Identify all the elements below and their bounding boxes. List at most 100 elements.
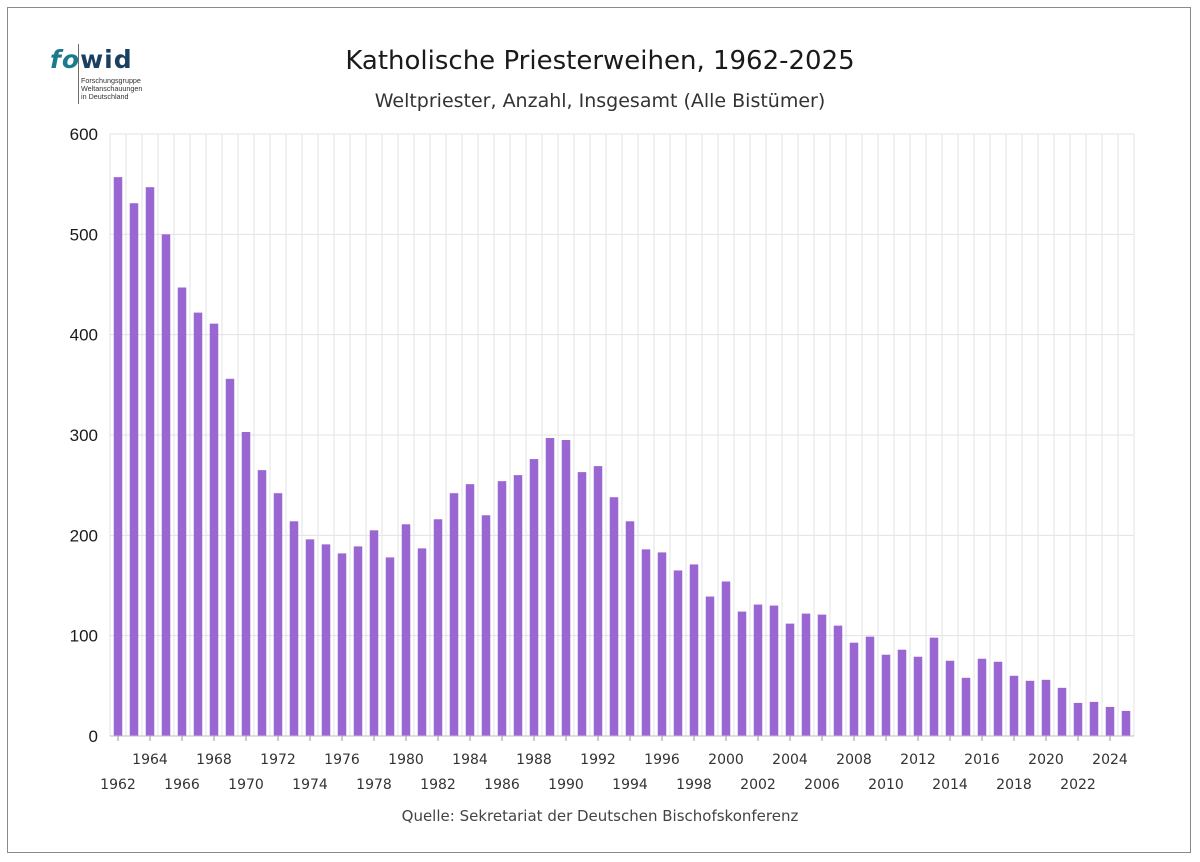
- y-tick-label: 100: [70, 627, 98, 646]
- bar-1988: [529, 459, 539, 736]
- x-tick-label-lower: 2006: [804, 777, 840, 793]
- bar-1973: [289, 521, 299, 736]
- bar-2002: [753, 604, 763, 736]
- y-tick-label: 400: [70, 326, 98, 345]
- bar-1984: [465, 484, 475, 736]
- x-tick-label-upper: 2016: [964, 752, 1000, 768]
- bar-2007: [833, 625, 843, 736]
- x-tick-label-upper: 2004: [772, 752, 808, 768]
- bar-2014: [945, 660, 955, 736]
- x-tick-label-lower: 2014: [932, 777, 968, 793]
- bar-1963: [129, 203, 139, 737]
- x-tick-label-upper: 1968: [196, 752, 232, 768]
- bar-2000: [721, 581, 731, 736]
- x-tick-label-upper: 2020: [1028, 752, 1064, 768]
- bar-1967: [193, 312, 203, 736]
- x-tick-label-upper: 2012: [900, 752, 936, 768]
- bar-2003: [769, 605, 779, 736]
- bar-1965: [161, 234, 171, 737]
- bar-1974: [305, 539, 315, 736]
- x-tick-label-lower: 1994: [612, 777, 648, 793]
- logo-subtitle: Forschungsgruppe Weltanschauungen in Deu…: [81, 77, 142, 101]
- bar-2010: [881, 654, 891, 736]
- bar-1970: [241, 431, 251, 736]
- bar-2023: [1089, 701, 1099, 736]
- x-tick-label-upper: 2024: [1092, 752, 1128, 768]
- bar-1999: [705, 596, 715, 736]
- bar-2012: [913, 656, 923, 736]
- x-tick-label-upper: 1972: [260, 752, 296, 768]
- chart-subtitle: Weltpriester, Anzahl, Insgesamt (Alle Bi…: [374, 90, 826, 112]
- bar-1991: [577, 472, 587, 736]
- bar-1971: [257, 470, 267, 736]
- bar-1986: [497, 481, 507, 736]
- y-tick-label: 300: [70, 426, 98, 445]
- logo-wid: wid: [80, 45, 133, 74]
- x-tick-label-upper: 1996: [644, 752, 680, 768]
- bar-1982: [433, 519, 443, 736]
- bar-1996: [657, 552, 667, 736]
- bar-1987: [513, 475, 523, 736]
- x-tick-label-upper: 1976: [324, 752, 360, 768]
- bar-1993: [609, 497, 619, 736]
- chart-source: Quelle: Sekretariat der Deutschen Bischo…: [401, 807, 799, 825]
- bar-2011: [897, 649, 907, 736]
- bar-2013: [929, 637, 939, 736]
- x-tick-label-lower: 1978: [356, 777, 392, 793]
- x-tick-label-upper: 1964: [132, 752, 168, 768]
- bar-1981: [417, 548, 427, 736]
- bar-1964: [145, 187, 155, 737]
- bar-1966: [177, 287, 187, 736]
- bar-2005: [801, 613, 811, 736]
- bar-1977: [353, 546, 363, 736]
- x-tick-label-upper: 1988: [516, 752, 552, 768]
- y-tick-label: 500: [70, 225, 98, 244]
- x-tick-label-lower: 1966: [164, 777, 200, 793]
- logo-line-1: Forschungsgruppe: [81, 76, 141, 85]
- y-tick-label: 200: [70, 526, 98, 545]
- logo-divider: [78, 44, 79, 104]
- bar-2025: [1121, 710, 1131, 736]
- x-tick-label-lower: 1970: [228, 777, 264, 793]
- bar-1978: [369, 530, 379, 736]
- bar-2019: [1025, 680, 1035, 736]
- logo-line-3: in Deutschland: [81, 92, 129, 101]
- x-tick-label-lower: 1986: [484, 777, 520, 793]
- bar-1997: [673, 570, 683, 736]
- bar-2022: [1073, 702, 1083, 736]
- x-tick-label-upper: 2008: [836, 752, 872, 768]
- x-tick-label-lower: 2010: [868, 777, 904, 793]
- bar-2006: [817, 614, 827, 736]
- chart-title: Katholische Priesterweihen, 1962-2025: [345, 46, 855, 76]
- bar-2015: [961, 677, 971, 736]
- bar-1968: [209, 323, 219, 736]
- bar-2020: [1041, 679, 1051, 736]
- x-tick-label-lower: 1982: [420, 777, 456, 793]
- logo-fo: fo: [50, 45, 81, 74]
- bar-1983: [449, 493, 459, 736]
- bar-1990: [561, 440, 571, 736]
- x-tick-label-upper: 2000: [708, 752, 744, 768]
- x-tick-label-lower: 2022: [1060, 777, 1096, 793]
- bar-2008: [849, 642, 859, 736]
- bar-2009: [865, 636, 875, 736]
- bar-2017: [993, 661, 1003, 736]
- bar-1969: [225, 378, 235, 736]
- bar-1962: [113, 177, 123, 737]
- bar-1972: [273, 493, 283, 736]
- fowid-logo: fowid Forschungsgruppe Weltanschauungen …: [50, 44, 160, 110]
- x-tick-label-lower: 1990: [548, 777, 584, 793]
- x-tick-label-upper: 1980: [388, 752, 424, 768]
- x-tick-label-lower: 2002: [740, 777, 776, 793]
- x-tick-label-lower: 1974: [292, 777, 328, 793]
- x-tick-label-lower: 2018: [996, 777, 1032, 793]
- bar-1976: [337, 553, 347, 736]
- logo-wordmark: fowid: [50, 44, 133, 76]
- bar-2016: [977, 658, 987, 736]
- bar-1989: [545, 438, 555, 736]
- x-tick-label-lower: 1998: [676, 777, 712, 793]
- bar-2024: [1105, 706, 1115, 736]
- bar-2021: [1057, 687, 1067, 736]
- logo-line-2: Weltanschauungen: [81, 84, 143, 93]
